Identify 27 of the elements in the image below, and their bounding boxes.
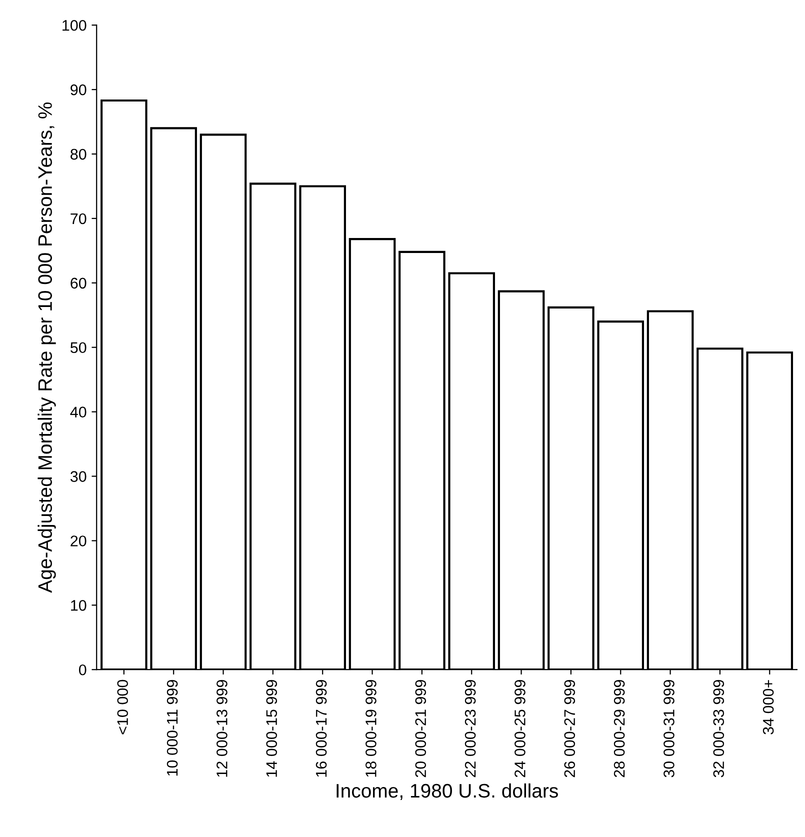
y-tick-label: 10 — [71, 600, 86, 611]
y-tick-label: 50 — [70, 342, 86, 354]
y-tick-label: 90 — [70, 84, 86, 96]
y-tick-label: 20 — [70, 536, 86, 546]
x-tick-label: 26 000-27 999 — [564, 680, 576, 778]
x-tick-label: 14 000-15 999 — [266, 680, 278, 777]
x-tick-label: 22 000-23 999 — [464, 680, 476, 778]
y-tick-label: 80 — [70, 148, 86, 160]
x-tick-label: 24 000-25 999 — [514, 680, 526, 778]
x-tick-label: 12 000-13 999 — [216, 680, 228, 777]
x-tick-label: <10 000 — [117, 680, 128, 734]
x-tick-label: 20 000-21 999 — [415, 680, 426, 778]
x-tick-label: 28 000-29 999 — [614, 680, 625, 778]
x-tick-label: 16 000-17 999 — [316, 680, 327, 777]
y-tick-label: 40 — [70, 406, 86, 418]
x-tick-label: 10 000-11 999 — [166, 680, 178, 776]
y-tick-label: 30 — [70, 471, 86, 482]
y-tick-label: 70 — [70, 213, 86, 224]
y-axis-title: Age-Adjusted Mortality Rate per 10 000 Person-Years, % — [38, 102, 56, 593]
x-tick-label: 34 000+ — [762, 680, 774, 734]
x-tick-label: 18 000-19 999 — [366, 680, 376, 777]
y-tick-label: 100 — [62, 20, 86, 31]
x-tick-label: 32 000-33 999 — [713, 680, 724, 778]
y-tick-label: 60 — [70, 278, 86, 289]
x-tick-label: 30 000-31 999 — [664, 680, 674, 778]
y-tick-label: 0 — [78, 664, 86, 676]
x-axis-title: Income, 1980 U.S. dollars — [336, 783, 558, 800]
